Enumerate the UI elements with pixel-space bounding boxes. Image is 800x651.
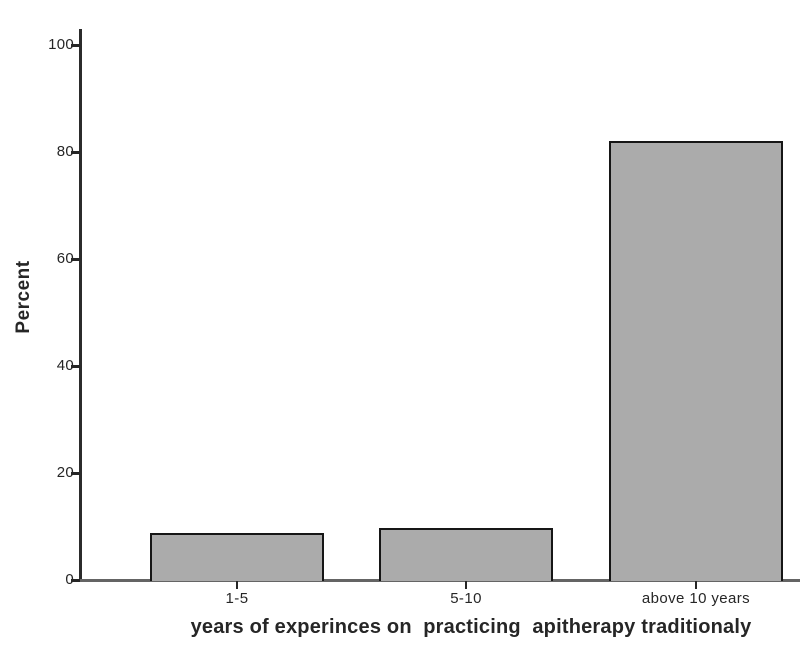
y-tick-label: 80 — [56, 143, 74, 160]
y-tick-label: 40 — [56, 357, 74, 374]
y-tick-label: 20 — [56, 464, 74, 481]
x-axis-title: years of experinces on practicing apithe… — [190, 616, 752, 638]
y-tick-label: 0 — [65, 571, 74, 588]
y-axis-line — [79, 29, 82, 581]
bar-above-10-years — [609, 141, 783, 581]
x-tick — [465, 581, 467, 589]
y-tick-label: 60 — [56, 250, 74, 267]
x-category-label: 1-5 — [225, 590, 249, 607]
y-axis-title: Percent — [13, 260, 34, 334]
x-tick — [236, 581, 238, 589]
x-category-label: 5-10 — [450, 590, 482, 607]
y-tick — [71, 579, 80, 582]
x-category-label: above 10 years — [641, 590, 751, 607]
y-tick — [71, 365, 80, 368]
y-tick — [71, 44, 80, 47]
y-tick — [71, 151, 80, 154]
bar-5-10 — [379, 528, 553, 581]
y-tick — [71, 472, 80, 475]
bar-1-5 — [150, 533, 324, 581]
x-tick — [695, 581, 697, 589]
y-tick-label: 100 — [48, 36, 74, 53]
y-tick — [71, 258, 80, 261]
